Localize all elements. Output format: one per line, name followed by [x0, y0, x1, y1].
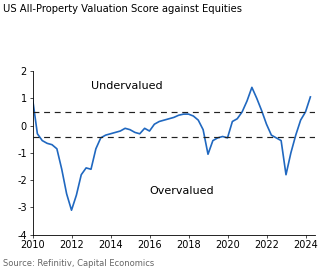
Text: Overvalued: Overvalued	[150, 186, 214, 196]
Text: US All-Property Valuation Score against Equities: US All-Property Valuation Score against …	[3, 4, 242, 14]
Text: Undervalued: Undervalued	[91, 81, 162, 91]
Text: Source: Refinitiv, Capital Economics: Source: Refinitiv, Capital Economics	[3, 259, 154, 268]
